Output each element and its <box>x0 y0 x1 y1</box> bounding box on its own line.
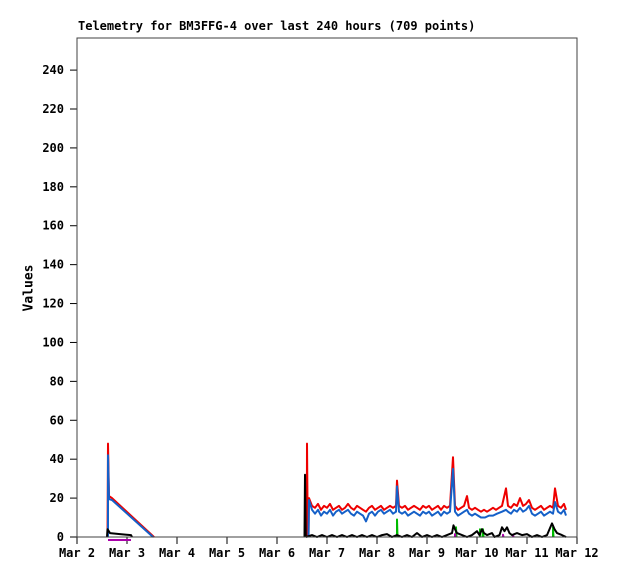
series-black-line <box>106 528 133 538</box>
series-red-line <box>307 456 567 538</box>
series-red-line <box>106 442 155 538</box>
series-red-line <box>305 442 309 538</box>
x-tick-label: Mar 6 <box>259 546 295 560</box>
y-tick-label: 160 <box>42 219 64 233</box>
y-tick-label: 40 <box>50 452 64 466</box>
series-magenta-line <box>502 533 505 538</box>
x-tick-label: Mar 12 <box>555 546 598 560</box>
x-tick-label: Mar 7 <box>309 546 345 560</box>
x-tick-label: Mar 3 <box>109 546 145 560</box>
series-magenta-line <box>454 533 457 538</box>
series-black-line <box>303 473 307 538</box>
x-tick-label: Mar 10 <box>455 546 498 560</box>
y-tick-label: 60 <box>50 413 64 427</box>
x-tick-label: Mar 5 <box>209 546 245 560</box>
y-tick-label: 240 <box>42 63 64 77</box>
y-tick-label: 20 <box>50 491 64 505</box>
x-tick-label: Mar 4 <box>159 546 195 560</box>
y-tick-label: 180 <box>42 180 64 194</box>
y-tick-label: 120 <box>42 297 64 311</box>
y-tick-label: 220 <box>42 102 64 116</box>
series-black-line <box>305 522 567 538</box>
y-tick-label: 80 <box>50 374 64 388</box>
series-green-line <box>396 518 399 538</box>
x-tick-label: Mar 2 <box>59 546 95 560</box>
chart-title: Telemetry for BM3FFG-4 over last 240 hou… <box>78 19 476 33</box>
y-tick-label: 100 <box>42 335 64 349</box>
y-tick-label: 200 <box>42 141 64 155</box>
x-tick-label: Mar 8 <box>359 546 395 560</box>
x-tick-label: Mar 11 <box>505 546 548 560</box>
y-tick-label: 0 <box>57 530 64 544</box>
x-tick-label: Mar 9 <box>409 546 445 560</box>
y-tick-label: 140 <box>42 258 64 272</box>
plot-border <box>76 37 578 538</box>
series-blue-line <box>107 454 154 538</box>
series-blue-line <box>307 467 567 538</box>
